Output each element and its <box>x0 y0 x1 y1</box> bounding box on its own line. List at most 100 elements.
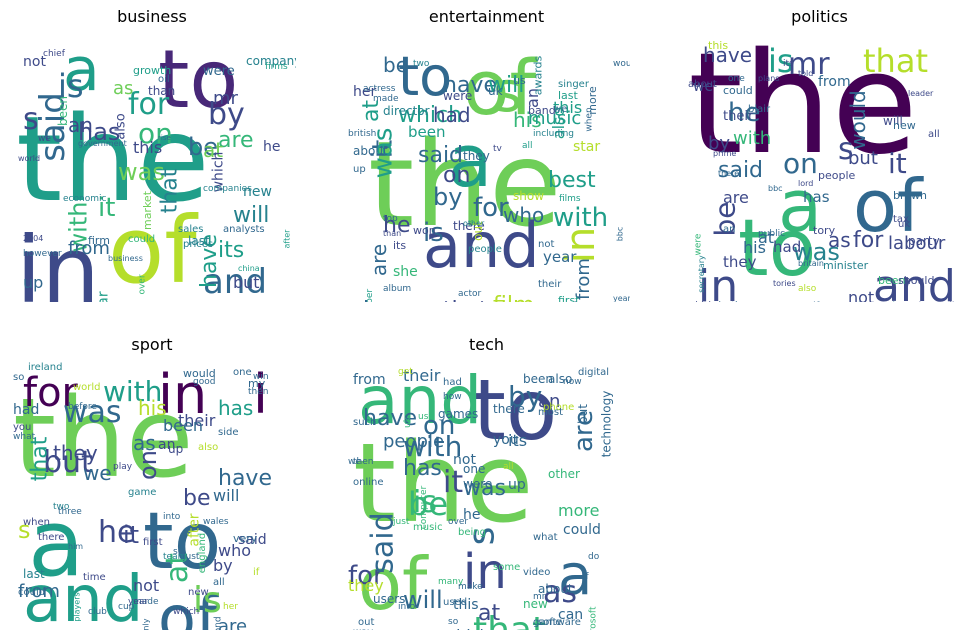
cloud-word: but <box>233 273 260 292</box>
cloud-word: had <box>773 238 802 256</box>
cloud-word: their <box>723 109 754 124</box>
cloud-word: number <box>365 289 375 302</box>
cloud-word: has <box>403 456 442 481</box>
cloud-word: could <box>128 234 156 245</box>
cloud-word: people <box>468 244 502 255</box>
cloud-word: which <box>173 607 200 617</box>
cloud-word: he <box>728 98 761 128</box>
cloud-word: than <box>148 84 176 98</box>
cloud-word: as <box>543 575 578 610</box>
cloud-word: will <box>488 73 525 98</box>
cloud-word: up <box>508 477 526 493</box>
cloud-word: would <box>183 367 216 380</box>
cloud-word: company <box>246 54 296 68</box>
cloud-word: club <box>88 607 107 617</box>
cloud-word: were <box>693 233 704 256</box>
cloud-word: has <box>218 396 254 420</box>
word-cloud: theandofatoinsforitwaswithisheonbyfilmbe… <box>343 30 630 302</box>
cloud-word: when <box>584 107 595 132</box>
cloud-word: online <box>353 477 384 488</box>
cloud-word: users <box>373 592 406 606</box>
cloud-word: but <box>43 445 93 480</box>
cloud-word: bbc <box>615 226 625 242</box>
cloud-word: after <box>282 229 292 249</box>
cloud-word: us <box>513 74 526 87</box>
cloud-word: way <box>353 628 373 631</box>
cloud-word: mr <box>788 47 830 82</box>
cloud-word: chief <box>43 49 65 59</box>
cloud-word: its <box>393 239 407 252</box>
cloud-word: films <box>559 194 581 204</box>
cloud-word: of <box>358 542 428 626</box>
cloud-word: not <box>453 452 476 468</box>
cloud-word: growth <box>133 64 172 77</box>
cloud-word: bbc <box>768 184 783 193</box>
cloud-word: from <box>353 372 386 388</box>
cloud-word: people <box>818 169 856 182</box>
cloud-word: six <box>173 547 186 557</box>
cloud-word: cup <box>118 602 135 612</box>
cloud-word: video <box>523 567 551 578</box>
cloud-word: he <box>263 139 281 155</box>
cloud-word: uk <box>898 219 911 230</box>
cloud-word: year <box>96 291 112 302</box>
cloud-word: s <box>838 132 854 167</box>
cloud-word: director <box>383 104 430 118</box>
cloud-word: will <box>883 114 903 128</box>
cloud-word: government <box>78 139 127 148</box>
cloud-word: said <box>238 532 267 548</box>
cloud-word: film <box>493 295 534 303</box>
cloud-word: in <box>158 363 208 426</box>
cloud-word: one <box>728 74 745 84</box>
cloud-word: can <box>558 607 584 623</box>
cloud-word: has <box>363 300 402 303</box>
cloud-word: could <box>723 84 753 97</box>
cloud-word: an <box>723 224 736 235</box>
cloud-word: have <box>218 466 272 491</box>
cloud-word: there <box>493 402 525 416</box>
cloud-word: however <box>23 249 62 259</box>
cloud-word: could <box>563 522 601 538</box>
cloud-word: were <box>203 64 235 79</box>
cloud-word: with <box>733 128 772 149</box>
cloud-word: tv <box>493 144 502 154</box>
cloud-word: which <box>443 628 490 631</box>
cloud-word: more <box>558 501 600 520</box>
panel-title: business <box>117 7 187 26</box>
cloud-word: minister <box>823 259 869 272</box>
cloud-word: we <box>348 457 361 467</box>
cloud-word: up <box>168 442 184 456</box>
cloud-word: public <box>758 229 786 239</box>
cloud-word: from <box>18 581 60 602</box>
cloud-word: s <box>18 516 31 544</box>
cloud-word: just <box>183 552 200 562</box>
cloud-word: was <box>118 158 165 186</box>
cloud-word: on <box>783 147 818 180</box>
cloud-word: many <box>438 577 464 587</box>
cloud-word: have <box>443 73 497 98</box>
cloud-word: in <box>463 544 507 600</box>
cloud-word: he <box>98 515 136 550</box>
cloud-word: its <box>218 238 245 263</box>
cloud-word: are <box>218 128 254 153</box>
cloud-word: out <box>358 617 375 628</box>
cloud-word: year <box>543 248 577 266</box>
cloud-word: new <box>893 119 916 132</box>
cloud-word: actress <box>363 84 396 94</box>
cloud-word: then <box>248 387 269 397</box>
cloud-word: who <box>218 541 252 560</box>
cloud-word: tax <box>893 214 909 225</box>
cloud-word: said <box>718 158 764 183</box>
cloud-word: only <box>141 618 151 630</box>
cloud-word: than <box>383 229 402 238</box>
cloud-word: its <box>508 431 528 450</box>
cloud-word: his <box>138 396 167 420</box>
cloud-word: labour <box>888 233 946 254</box>
cloud-word: use <box>418 412 434 422</box>
cloud-word: for <box>23 370 78 416</box>
cloud-word: to <box>738 204 817 294</box>
wordcloud-panel-business: business the to of in a and said is for s on has was i… <box>8 8 296 302</box>
cloud-word: other <box>548 467 580 481</box>
cloud-word: up <box>23 273 44 292</box>
cloud-word: firms <box>265 62 288 72</box>
